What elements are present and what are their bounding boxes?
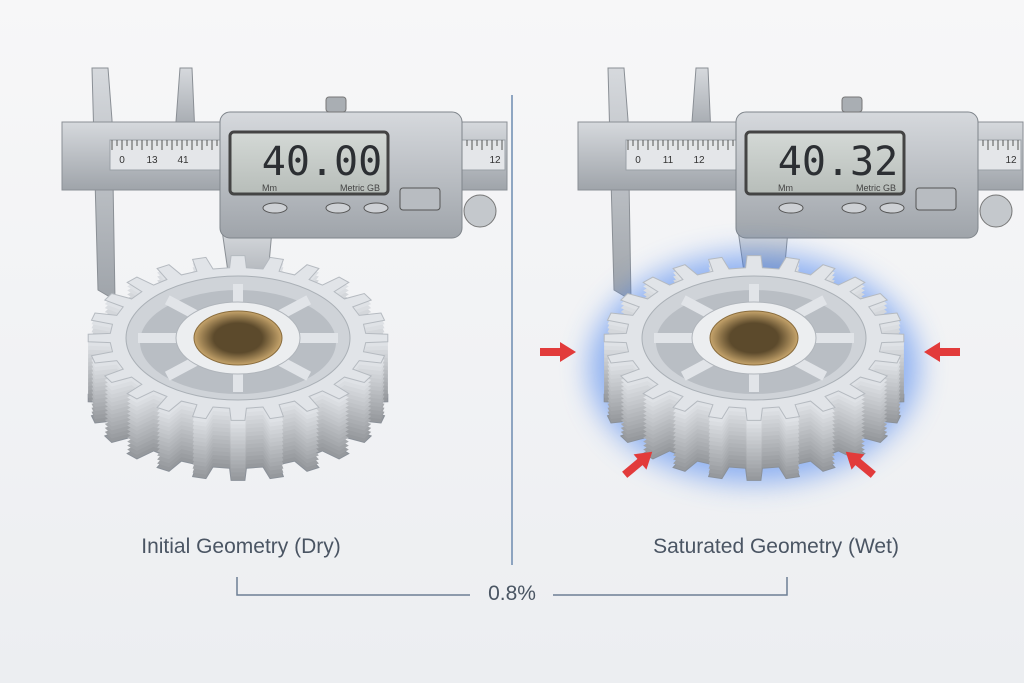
lock-knob [463,194,497,228]
compression-arrow [924,342,960,362]
panel-label: Saturated Geometry (Wet) [653,535,899,558]
scale-number: 0 [635,155,641,166]
difference-bracket: 0.8% [236,577,788,605]
reading: 40.00 [262,139,382,185]
scale-strip [109,139,223,171]
scale-number: 11 [663,155,674,166]
compression-arrow [540,342,576,362]
button [879,202,905,214]
scale-number: 12 [1005,155,1017,166]
mode-label: Metric GB [340,183,380,193]
gear [87,255,389,481]
slide-switch [399,187,441,211]
button [363,202,389,214]
button [778,202,804,214]
button [325,202,351,214]
scale-number: 13 [146,155,158,166]
scale-number: 12 [489,155,501,166]
mode-label: Metric GB [856,183,896,193]
gear [589,253,919,483]
lock-knob [979,194,1013,228]
button [262,202,288,214]
reading: 40.32 [778,139,898,185]
difference-label: 0.8% [488,582,536,605]
unit-label: Mm [778,183,793,193]
scale-number: 12 [693,155,705,166]
slide-switch [915,187,957,211]
compression-arrow [845,451,876,478]
scale-number: 0 [119,155,125,166]
thumb-wheel [325,96,347,113]
panel-label: Initial Geometry (Dry) [141,535,341,558]
thumb-wheel [841,96,863,113]
lcd [228,130,390,196]
unit-label: Mm [262,183,277,193]
lcd [744,130,906,196]
bracket-line [236,577,788,596]
bushing [193,310,283,366]
bushing [709,310,799,366]
button [841,202,867,214]
compression-arrow [622,451,653,478]
scale-number: 41 [177,155,189,166]
